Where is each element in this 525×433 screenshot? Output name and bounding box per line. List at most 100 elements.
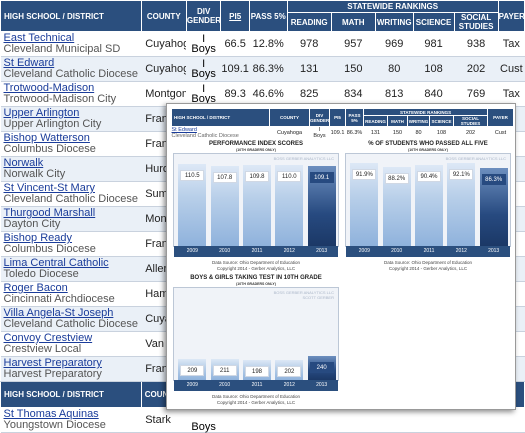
school-name-link[interactable]: Bishop Ready [3, 232, 73, 244]
gender-cell: Boys [186, 407, 221, 433]
school-name-link[interactable]: Lima Central Catholic [3, 257, 109, 269]
div-value: I [202, 58, 206, 70]
header-payer[interactable]: PAYER [497, 0, 525, 32]
writing-cell: 813 [375, 81, 414, 107]
popup-school-link[interactable]: St Edward [171, 127, 197, 134]
district-name: Cleveland Catholic Diocese [3, 193, 139, 205]
x-axis: 2009 2010 2011 2012 2013 [346, 246, 510, 257]
bar-value-label: 88.2% [384, 172, 409, 184]
payer-cell: Tax [498, 31, 525, 57]
chart-title: PERFORMANCE INDEX SCORES [208, 141, 303, 147]
chart-plot-area: BOSS GERBER ANALYTICS LLC 110.5 107.8 109.… [173, 153, 339, 257]
chart-bar: 88.2% [382, 166, 411, 246]
popup-header-social: SOCIAL STUDIES [452, 115, 489, 127]
district-name: Columbus Diocese [3, 143, 96, 155]
bar-value-label: 107.8 [212, 172, 237, 184]
popup-div: I [318, 127, 321, 134]
reading-cell: 978 [287, 31, 332, 57]
chart-copyright: Copyright 2014 - Gerber Analytics, LLC [216, 266, 296, 271]
district-name: Trotwood-Madison City [3, 93, 117, 105]
school-name-link[interactable]: Roger Bacon [3, 282, 68, 294]
popup-science: 108 [436, 130, 447, 137]
school-name-link[interactable]: Upper Arlington [3, 107, 80, 119]
district-name: Youngstown Diocese [3, 419, 106, 431]
school-name-link[interactable]: East Technical [3, 32, 75, 44]
chart-bar: 107.8 [210, 166, 239, 246]
district-name: Cleveland Catholic Diocese [3, 318, 139, 330]
chart-copyright: Copyright 2014 - Gerber Analytics, LLC [388, 266, 468, 271]
repeat-header-school[interactable]: HIGH SCHOOL / DISTRICT [0, 381, 142, 408]
popup-header-school: HIGH SCHOOL / DISTRICT [171, 108, 270, 127]
watermark-line-2: SCOTT GERBER [302, 295, 335, 300]
header-social-studies[interactable]: SOCIAL STUDIES [453, 12, 499, 32]
header-county[interactable]: COUNTY [140, 0, 187, 32]
county-cell: Cuyahoga [141, 56, 187, 82]
district-name: Toledo Diocese [3, 268, 79, 280]
x-tick-label: 2011 [423, 248, 435, 254]
header-div-gender[interactable]: DIV GENDER [185, 0, 222, 32]
school-name-link[interactable]: Norwalk [3, 157, 44, 169]
school-name-link[interactable]: Villa Angela-St Joseph [3, 307, 114, 319]
x-axis: 2009 2010 2011 2012 2013 [174, 246, 338, 257]
div-gender-cell: I Boys [186, 31, 221, 57]
header-math[interactable]: MATH [330, 12, 376, 32]
popup-district: Cleveland Catholic Diocese [171, 133, 239, 140]
math-cell: 957 [331, 31, 376, 57]
social-cell: 938 [454, 31, 499, 57]
district-name: Dayton City [3, 218, 61, 230]
x-tick-label: 2010 [391, 248, 403, 254]
table-row[interactable]: Trotwood-Madison Trotwood-Madison City Mon… [0, 81, 525, 107]
table-row[interactable]: St Thomas Aquinas Youngstown Diocese Star… [0, 407, 525, 433]
chart-bar: 90.4% [415, 164, 443, 246]
school-name-link[interactable]: St Vincent-St Mary [3, 182, 96, 194]
table-row[interactable]: East Technical Cleveland Municipal SD Cuya… [0, 31, 525, 57]
popup-div-gender: I Boys [310, 127, 330, 140]
test-takers-chart: BOYS & GIRLS TAKING TEST IN 10TH GRADE (… [173, 275, 339, 406]
pi-cell: 109.1 [220, 56, 250, 82]
x-axis: 2009 2010 2011 2012 2013 [174, 380, 338, 391]
header-science[interactable]: SCIENCE [412, 12, 455, 32]
bar-value-label: 91.9% [352, 169, 377, 181]
chart-bar: 110.0 [275, 164, 304, 246]
header-pi[interactable]: PI5 [220, 0, 250, 32]
x-tick-label: 2009 [186, 382, 198, 388]
bar-value-label: 110.5 [180, 170, 205, 182]
header-pass[interactable]: PASS 5% [248, 0, 288, 32]
x-tick-label: 2013 [316, 248, 328, 254]
popup-reading: 131 [370, 130, 381, 137]
div-value: I [202, 33, 206, 45]
school-detail-popup[interactable]: HIGH SCHOOL / DISTRICT COUNTY DIV GENDER… [166, 103, 516, 410]
gender-value: Boys [191, 43, 216, 55]
x-tick-label: 2011 [251, 248, 263, 254]
watermark-line-1: BOSS GERBER ANALYTICS LLC [273, 290, 334, 295]
school-name-link[interactable]: Convoy Crestview [3, 332, 93, 344]
school-name-link[interactable]: Harvest Preparatory [3, 357, 102, 369]
popup-math: 150 [392, 130, 403, 137]
school-name-link[interactable]: St Thomas Aquinas [3, 408, 99, 420]
reading-cell: 131 [287, 56, 332, 82]
district-name: Columbus Diocese [3, 243, 96, 255]
district-name: Norwalk City [3, 168, 66, 180]
school-name-link[interactable]: Thurgood Marshall [3, 207, 96, 219]
table-row[interactable]: St Edward Cleveland Catholic Diocese Cuyah… [0, 56, 525, 82]
bar-value-label: 211 [212, 364, 237, 376]
payer-cell: Cust [498, 56, 525, 82]
school-name-link[interactable]: St Edward [3, 57, 55, 69]
school-name-link[interactable]: Bishop Watterson [3, 132, 90, 144]
header-writing[interactable]: WRITING [374, 12, 414, 32]
bar-value-label: 90.4% [417, 170, 441, 182]
chart-bar: 109.1 [307, 165, 336, 246]
pi-cell: 66.5 [220, 31, 250, 57]
performance-index-chart: PERFORMANCE INDEX SCORES (10TH GRADERS O… [173, 141, 339, 272]
school-name-link[interactable]: Trotwood-Madison [3, 82, 95, 94]
popup-header-payer: PAYER [487, 108, 515, 127]
popup-header-pi: PI5 [329, 108, 346, 127]
bar-value-label: 109.1 [309, 171, 334, 183]
popup-pass: 86.3% [346, 130, 363, 137]
popup-header-math: MATH [387, 115, 408, 127]
chart-plot-area: BOSS GERBER ANALYTICS LLC SCOTT GERBER 20… [173, 287, 339, 391]
header-reading[interactable]: READING [286, 12, 332, 32]
header-school[interactable]: HIGH SCHOOL / DISTRICT [0, 0, 142, 32]
district-name: Cleveland Municipal SD [3, 43, 121, 55]
writing-cell: 969 [375, 31, 414, 57]
